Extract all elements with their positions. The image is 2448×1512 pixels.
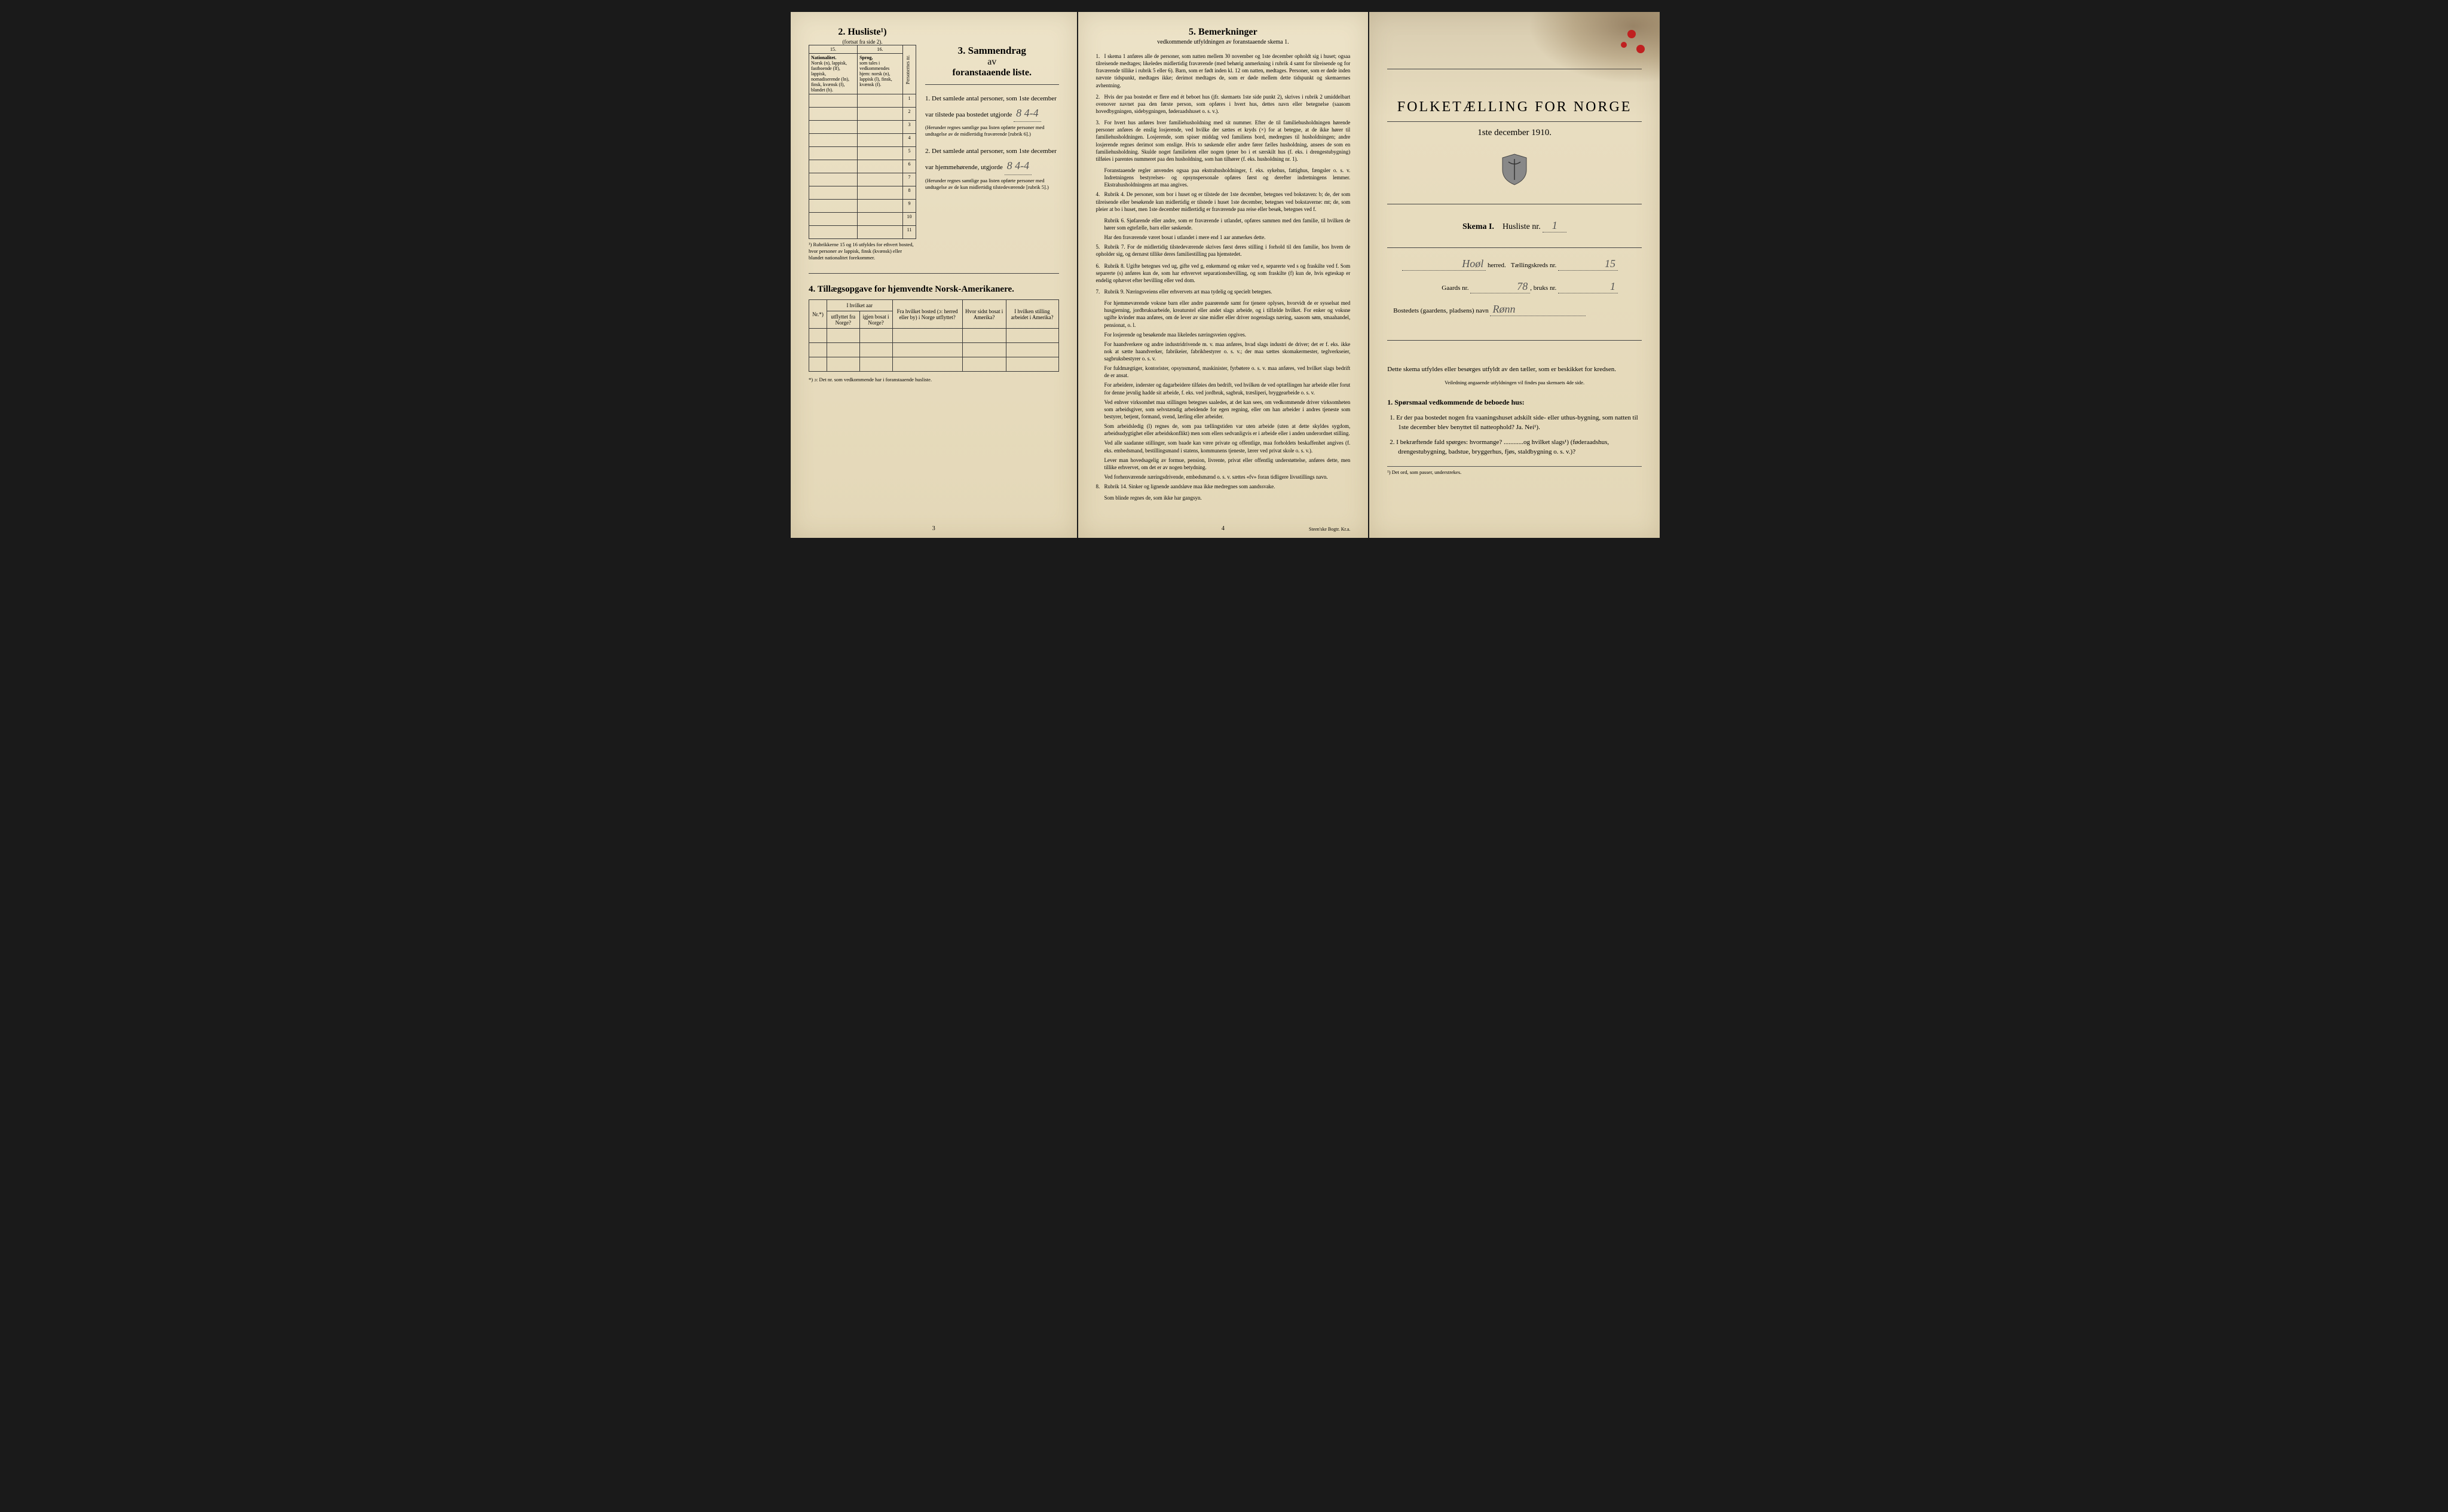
red-seal-dot xyxy=(1621,42,1627,48)
question-2: 2. I bekræftende fald spørges: hvormange… xyxy=(1398,437,1642,457)
main-title: FOLKETÆLLING FOR NORGE xyxy=(1387,99,1642,115)
sprog-cell: Sprog, som tales i vedkommendes hjem: no… xyxy=(858,54,903,94)
tillaeg-nr-header: Nr.*) xyxy=(809,300,827,329)
husliste-nr-value: 1 xyxy=(1543,219,1566,232)
row-num: 11 xyxy=(903,226,916,239)
document-spread: 2. Husliste¹) (fortsat fra side 2). 15. … xyxy=(791,12,1657,538)
tillaeg-fra-header: Fra hvilket bosted (ɔ: herred eller by) … xyxy=(892,300,962,329)
bemerkninger-title: 5. Bemerkninger xyxy=(1096,27,1351,38)
husliste-title: 2. Husliste¹) xyxy=(809,27,916,38)
tillaeg-stilling-header: I hvilken stilling arbeidet i Amerika? xyxy=(1006,300,1058,329)
tillaeg-aar-header: I hvilket aar xyxy=(827,300,893,311)
page-4: 5. Bemerkninger vedkommende utfyldningen… xyxy=(1078,12,1369,538)
coat-of-arms-icon xyxy=(1387,153,1642,189)
bosted-value: Rønn xyxy=(1490,303,1586,316)
intro-text: Dette skema utfyldes eller besørges utfy… xyxy=(1387,365,1642,386)
page-number: 3 xyxy=(932,525,935,532)
nationality-table: 15. 16. Personernes nr. Nationalitet. No… xyxy=(809,45,916,239)
tillaeg-title: 4. Tillægsopgave for hjemvendte Norsk-Am… xyxy=(809,284,1059,295)
sammendrag-title: 3. Sammendrag xyxy=(925,45,1059,57)
skema-line: Skema I. Husliste nr. 1 xyxy=(1387,219,1642,232)
row-num: 1 xyxy=(903,94,916,108)
sammendrag-sub1: av xyxy=(925,57,1059,68)
row-num: 6 xyxy=(903,160,916,173)
kreds-value: 15 xyxy=(1558,258,1618,271)
row-num: 3 xyxy=(903,121,916,134)
row-num: 4 xyxy=(903,134,916,147)
questions-title: 1. Spørsmaal vedkommende de beboede hus: xyxy=(1387,398,1642,407)
printer-mark: Steen'ske Bogtr. Kr.a. xyxy=(1309,527,1350,532)
page-number: 4 xyxy=(1222,525,1225,532)
bemerkninger-subtitle: vedkommende utfyldningen av foranstaaend… xyxy=(1096,39,1351,45)
tilstede-value: 8 4-4 xyxy=(1014,105,1041,123)
bemerkninger-body: 1.I skema 1 anføres alle de personer, so… xyxy=(1096,53,1351,501)
hjemmehorende-value: 8 4-4 xyxy=(1005,157,1032,175)
tillaeg-footnote: *) ɔ: Det nr. som vedkommende har i fora… xyxy=(809,377,1059,383)
person-nr-header: Personernes nr. xyxy=(903,45,916,94)
page-3: 2. Husliste¹) (fortsat fra side 2). 15. … xyxy=(791,12,1077,538)
gaards-value: 78 xyxy=(1470,280,1530,293)
question-1: 1. Er der paa bostedet nogen fra vaaning… xyxy=(1398,413,1642,433)
row-num: 8 xyxy=(903,186,916,200)
gaards-line: Gaards nr. 78, bruks nr. 1 xyxy=(1387,280,1642,293)
tillaeg-utflyttet-header: utflyttet fra Norge? xyxy=(827,311,860,329)
sammendrag-item-1: 1. Det samlede antal personer, som 1ste … xyxy=(925,94,1059,137)
right-footnote: ¹) Det ord, som passer, understrekes. xyxy=(1387,466,1642,475)
row-num: 9 xyxy=(903,200,916,213)
sammendrag-section: 3. Sammendrag av foranstaaende liste. xyxy=(925,45,1059,78)
bruks-value: 1 xyxy=(1558,280,1618,293)
husliste-footnote: ¹) Rubrikkerne 15 og 16 utfyldes for eth… xyxy=(809,241,916,261)
red-seal-dot xyxy=(1627,30,1636,38)
row-num: 7 xyxy=(903,173,916,186)
herred-line: Hoøl herred. Tællingskreds nr. 15 xyxy=(1387,258,1642,271)
bosted-line: Bostedets (gaardens, pladsens) navn Rønn xyxy=(1387,303,1642,316)
husliste-continued: (fortsat fra side 2). xyxy=(809,39,916,45)
sammendrag-sub2: foranstaaende liste. xyxy=(925,68,1059,78)
census-date: 1ste december 1910. xyxy=(1387,128,1642,138)
row-num: 2 xyxy=(903,108,916,121)
herred-value: Hoøl xyxy=(1402,258,1486,271)
col-15-header: 15. xyxy=(809,45,858,54)
tillaeg-sidst-header: Hvor sidst bosat i Amerika? xyxy=(962,300,1006,329)
red-seal-dot xyxy=(1636,45,1645,53)
col-16-header: 16. xyxy=(858,45,903,54)
tillaeg-bosat-header: igjen bosat i Norge? xyxy=(859,311,892,329)
nat-cell: Nationalitet. Norsk (n), lappisk, fastbo… xyxy=(809,54,858,94)
page-cover: FOLKETÆLLING FOR NORGE 1ste december 191… xyxy=(1369,12,1660,538)
row-num: 5 xyxy=(903,147,916,160)
tillaeg-table: Nr.*) I hvilket aar Fra hvilket bosted (… xyxy=(809,299,1059,372)
row-num: 10 xyxy=(903,213,916,226)
sammendrag-item-2: 2. Det samlede antal personer, som 1ste … xyxy=(925,146,1059,190)
